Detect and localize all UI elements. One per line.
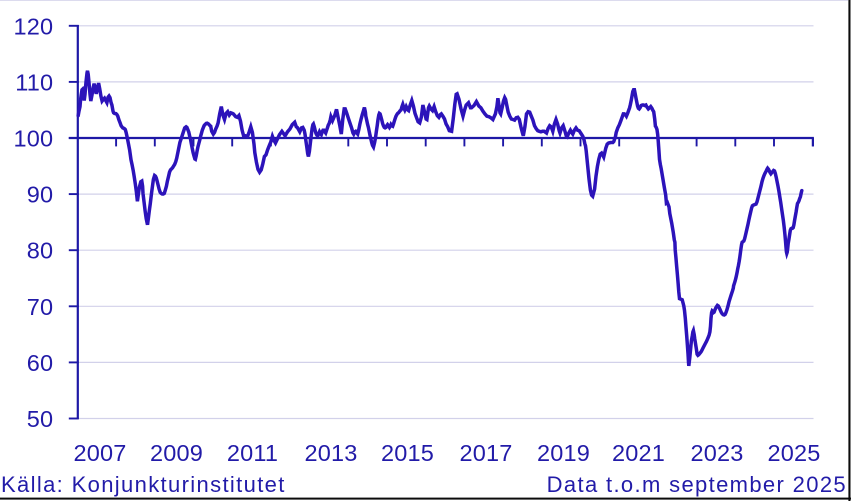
svg-text:2019: 2019 xyxy=(537,440,590,466)
svg-text:90: 90 xyxy=(27,182,54,208)
svg-text:Data t.o.m september 2025: Data t.o.m september 2025 xyxy=(547,472,847,497)
svg-text:2017: 2017 xyxy=(459,440,512,466)
svg-text:70: 70 xyxy=(27,294,54,320)
svg-text:50: 50 xyxy=(27,406,54,432)
svg-text:60: 60 xyxy=(27,350,54,376)
svg-text:100: 100 xyxy=(13,126,53,152)
svg-text:2011: 2011 xyxy=(227,440,278,466)
svg-text:2025: 2025 xyxy=(767,440,820,466)
svg-text:120: 120 xyxy=(13,13,53,39)
svg-text:Källa: Konjunkturinstitutet: Källa: Konjunkturinstitutet xyxy=(1,472,286,497)
svg-text:2007: 2007 xyxy=(73,440,126,466)
svg-text:80: 80 xyxy=(27,238,54,264)
svg-text:110: 110 xyxy=(15,69,53,95)
svg-text:2009: 2009 xyxy=(150,440,203,466)
svg-text:2013: 2013 xyxy=(304,440,357,466)
svg-text:2023: 2023 xyxy=(690,440,743,466)
svg-text:2015: 2015 xyxy=(381,440,434,466)
svg-text:2021: 2021 xyxy=(612,440,665,466)
